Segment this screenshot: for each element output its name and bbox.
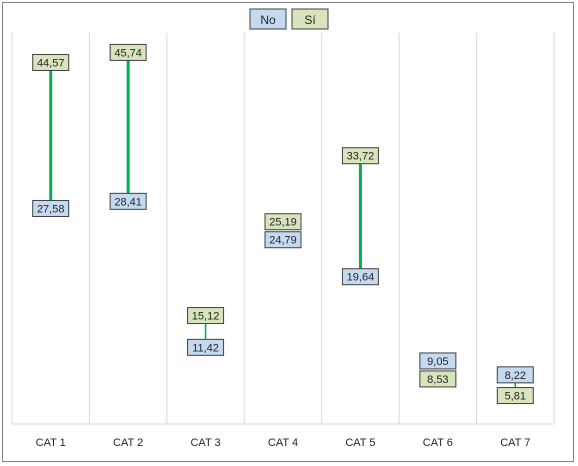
markers: 44,57 27,58 45,74 28,41 15,12 11,42 25,19 24,79…: [32, 43, 534, 405]
marker-no-box: [496, 366, 534, 384]
x-tick-label: CAT 3: [190, 437, 220, 449]
marker-no-box: [109, 192, 147, 210]
marker-si-label: 45,74: [114, 47, 142, 59]
marker-no-label: 24,79: [269, 235, 297, 247]
marker-si-label: 33,72: [347, 151, 375, 163]
x-tick-label: CAT 5: [345, 437, 375, 449]
legend-item-no: No: [249, 8, 287, 30]
marker-si: 33,72: [341, 147, 379, 165]
legend-item-si: Sí: [291, 8, 329, 30]
marker-si-box: [187, 307, 225, 325]
marker-no: 27,58: [32, 199, 70, 217]
marker-si: 25,19: [264, 213, 302, 231]
legend-item-no-box: [249, 8, 287, 30]
marker-si-box: [419, 370, 457, 388]
legend: No Sí: [249, 8, 329, 30]
x-tick-label: CAT 2: [113, 437, 143, 449]
marker-no-box: [32, 199, 70, 217]
marker-si-label: 8,53: [427, 374, 448, 386]
marker-no: 19,64: [341, 268, 379, 286]
marker-si: 45,74: [109, 43, 147, 61]
marker-no-box: [187, 338, 225, 356]
marker-si-box: [341, 147, 379, 165]
x-tick-label: CAT 4: [268, 437, 298, 449]
marker-si: 44,57: [32, 53, 70, 71]
x-tick-label: CAT 6: [423, 437, 453, 449]
marker-no-box: [264, 231, 302, 249]
marker-si-box: [496, 387, 534, 405]
marker-no-label: 9,05: [427, 356, 448, 368]
marker-no-label: 8,22: [505, 370, 526, 382]
marker-si-label: 5,81: [505, 391, 526, 403]
marker-no-label: 27,58: [37, 203, 65, 215]
marker-si: 15,12: [187, 307, 225, 325]
marker-si-box: [32, 53, 70, 71]
marker-no-label: 11,42: [192, 342, 219, 354]
gridlines: [11, 33, 555, 424]
marker-no-box: [419, 352, 457, 370]
legend-item-no-label: No: [260, 13, 276, 27]
marker-si-label: 15,12: [192, 311, 220, 323]
marker-no: 11,42: [187, 338, 225, 356]
marker-si-label: 25,19: [269, 217, 297, 229]
marker-no-label: 28,41: [114, 196, 142, 208]
marker-si-box: [109, 43, 147, 61]
legend-item-si-box: [291, 8, 329, 30]
dumbbell-chart: 44,57 27,58 45,74 28,41 15,12 11,42 25,19 24,79…: [11, 8, 555, 449]
marker-si: 5,81: [496, 387, 534, 405]
marker-no-label: 19,64: [347, 272, 375, 284]
marker-si-box: [264, 213, 302, 231]
legend-item-si-label: Sí: [304, 13, 316, 27]
x-axis: CAT 1 CAT 2 CAT 3 CAT 4 CAT 5 CAT 6 CAT 7: [12, 423, 554, 449]
chart-frame: 44,57 27,58 45,74 28,41 15,12 11,42 25,19 24,79…: [2, 2, 574, 462]
x-tick-label: CAT 7: [500, 437, 530, 449]
marker-no-box: [341, 268, 379, 286]
marker-no: 8,22: [496, 366, 534, 384]
marker-no: 9,05: [419, 352, 457, 370]
x-tick-label: CAT 1: [36, 437, 66, 449]
marker-no: 28,41: [109, 192, 147, 210]
marker-si: 8,53: [419, 370, 457, 388]
marker-si-label: 44,57: [37, 57, 65, 69]
marker-no: 24,79: [264, 231, 302, 249]
